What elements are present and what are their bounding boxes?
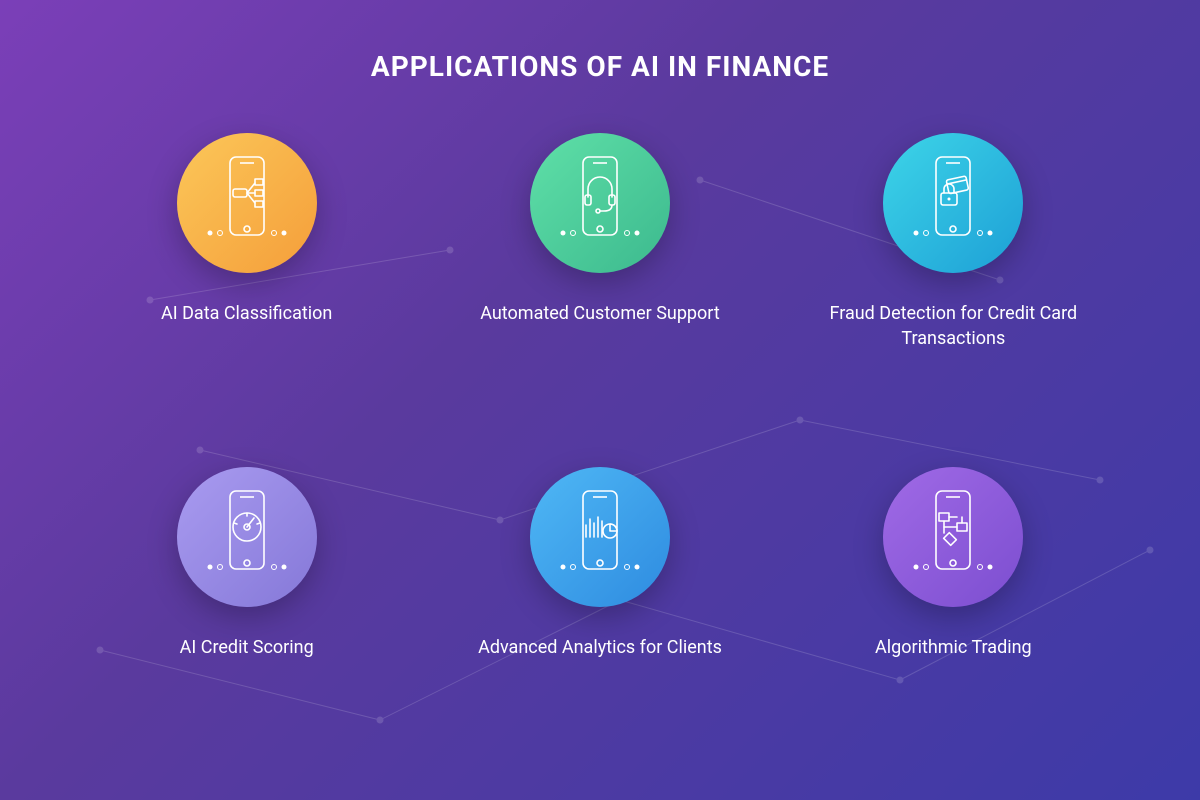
feature-label: AI Credit Scoring [180, 635, 314, 660]
lock-card-icon [908, 151, 998, 255]
gauge-circle [177, 467, 317, 607]
headset-circle [530, 133, 670, 273]
lock-card-circle [883, 133, 1023, 273]
page-title: APPLICATIONS OF AI IN FINANCE [60, 50, 1140, 83]
chart-pie-circle [530, 467, 670, 607]
feature-card: AI Credit Scoring [100, 467, 393, 761]
flowchart-circle [883, 467, 1023, 607]
card-grid: AI Data Classification Automated Custome… [60, 133, 1140, 760]
feature-card: Advanced Analytics for Clients [453, 467, 746, 761]
feature-label: Algorithmic Trading [875, 635, 1032, 660]
feature-card: Algorithmic Trading [807, 467, 1100, 761]
feature-card: AI Data Classification [100, 133, 393, 427]
headset-icon [555, 151, 645, 255]
data-classification-circle [177, 133, 317, 273]
data-classification-icon [202, 151, 292, 255]
content-container: APPLICATIONS OF AI IN FINANCE AI Data Cl… [0, 0, 1200, 800]
feature-card: Automated Customer Support [453, 133, 746, 427]
feature-label: Automated Customer Support [480, 301, 720, 326]
chart-pie-icon [555, 485, 645, 589]
feature-card: Fraud Detection for Credit Card Transact… [807, 133, 1100, 427]
feature-label: Advanced Analytics for Clients [478, 635, 722, 660]
feature-label: Fraud Detection for Credit Card Transact… [823, 301, 1083, 351]
flowchart-icon [908, 485, 998, 589]
feature-label: AI Data Classification [161, 301, 332, 326]
gauge-icon [202, 485, 292, 589]
